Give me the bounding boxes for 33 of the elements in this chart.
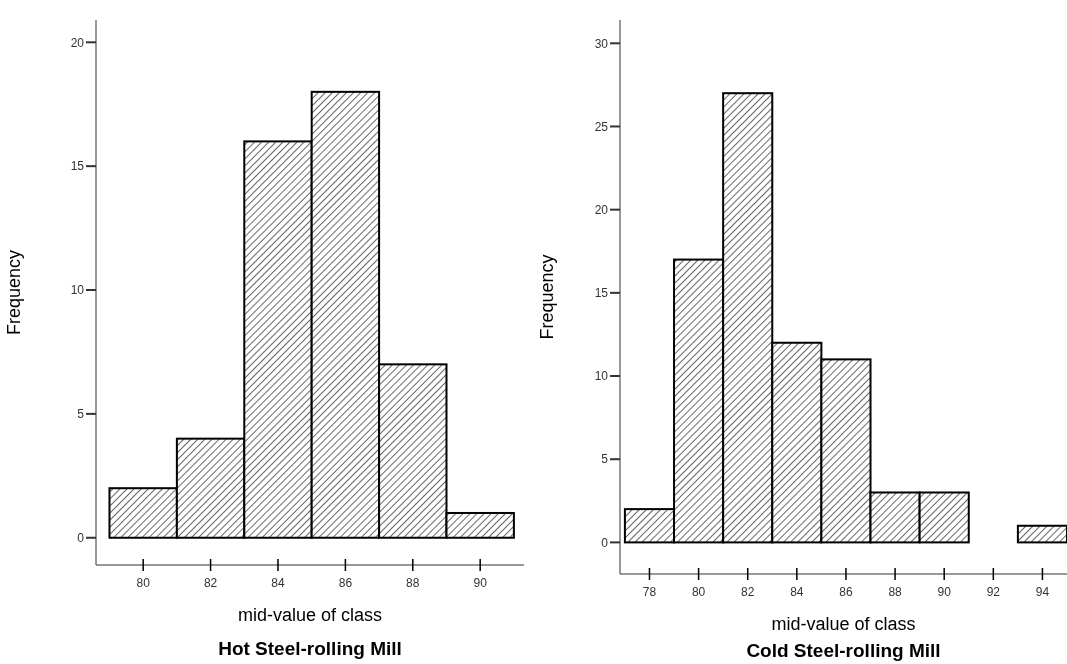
x-tick-label: 82 [741, 585, 755, 599]
y-tick-label: 10 [594, 369, 609, 384]
y-tick-label: 0 [77, 531, 85, 546]
x-tick-label: 80 [691, 585, 706, 599]
x-tick-label: 94 [1035, 585, 1050, 599]
x-tick-label: 86 [839, 585, 853, 599]
y-tick-label: 5 [77, 407, 85, 422]
x-tick-label: 84 [790, 585, 804, 599]
x-tick-label: 88 [888, 585, 903, 599]
x-tick-label: 80 [136, 576, 151, 590]
y-tick-label: 25 [594, 119, 609, 134]
y-axis-title: Frequency [4, 249, 25, 336]
x-tick-label: 92 [986, 585, 1001, 599]
x-tick-label: 84 [271, 576, 285, 590]
y-tick-label: 15 [594, 286, 609, 301]
text: Cold Steel-rolling Mill [745, 640, 942, 662]
x-tick-label: 90 [937, 585, 952, 599]
x-axis-title: mid-value of class [237, 605, 383, 625]
text: Hot Steel-rolling Mill [217, 638, 403, 660]
x-tick-label: 88 [406, 576, 420, 590]
x-tick-label: 86 [338, 576, 353, 590]
y-tick-label: 5 [601, 452, 609, 467]
x-tick-label: 78 [642, 585, 657, 599]
y-tick-label: 15 [70, 159, 85, 174]
x-tick-label: 90 [473, 576, 488, 590]
x-axis-title: mid-value of class [771, 614, 916, 634]
y-tick-label: 30 [594, 36, 609, 51]
y-tick-label: 20 [594, 202, 609, 217]
y-tick-label: 20 [70, 35, 85, 50]
y-axis-title: Frequency [537, 254, 558, 340]
y-tick-label: 10 [70, 283, 85, 298]
y-tick-label: 0 [601, 535, 609, 550]
x-tick-label: 82 [203, 576, 218, 590]
